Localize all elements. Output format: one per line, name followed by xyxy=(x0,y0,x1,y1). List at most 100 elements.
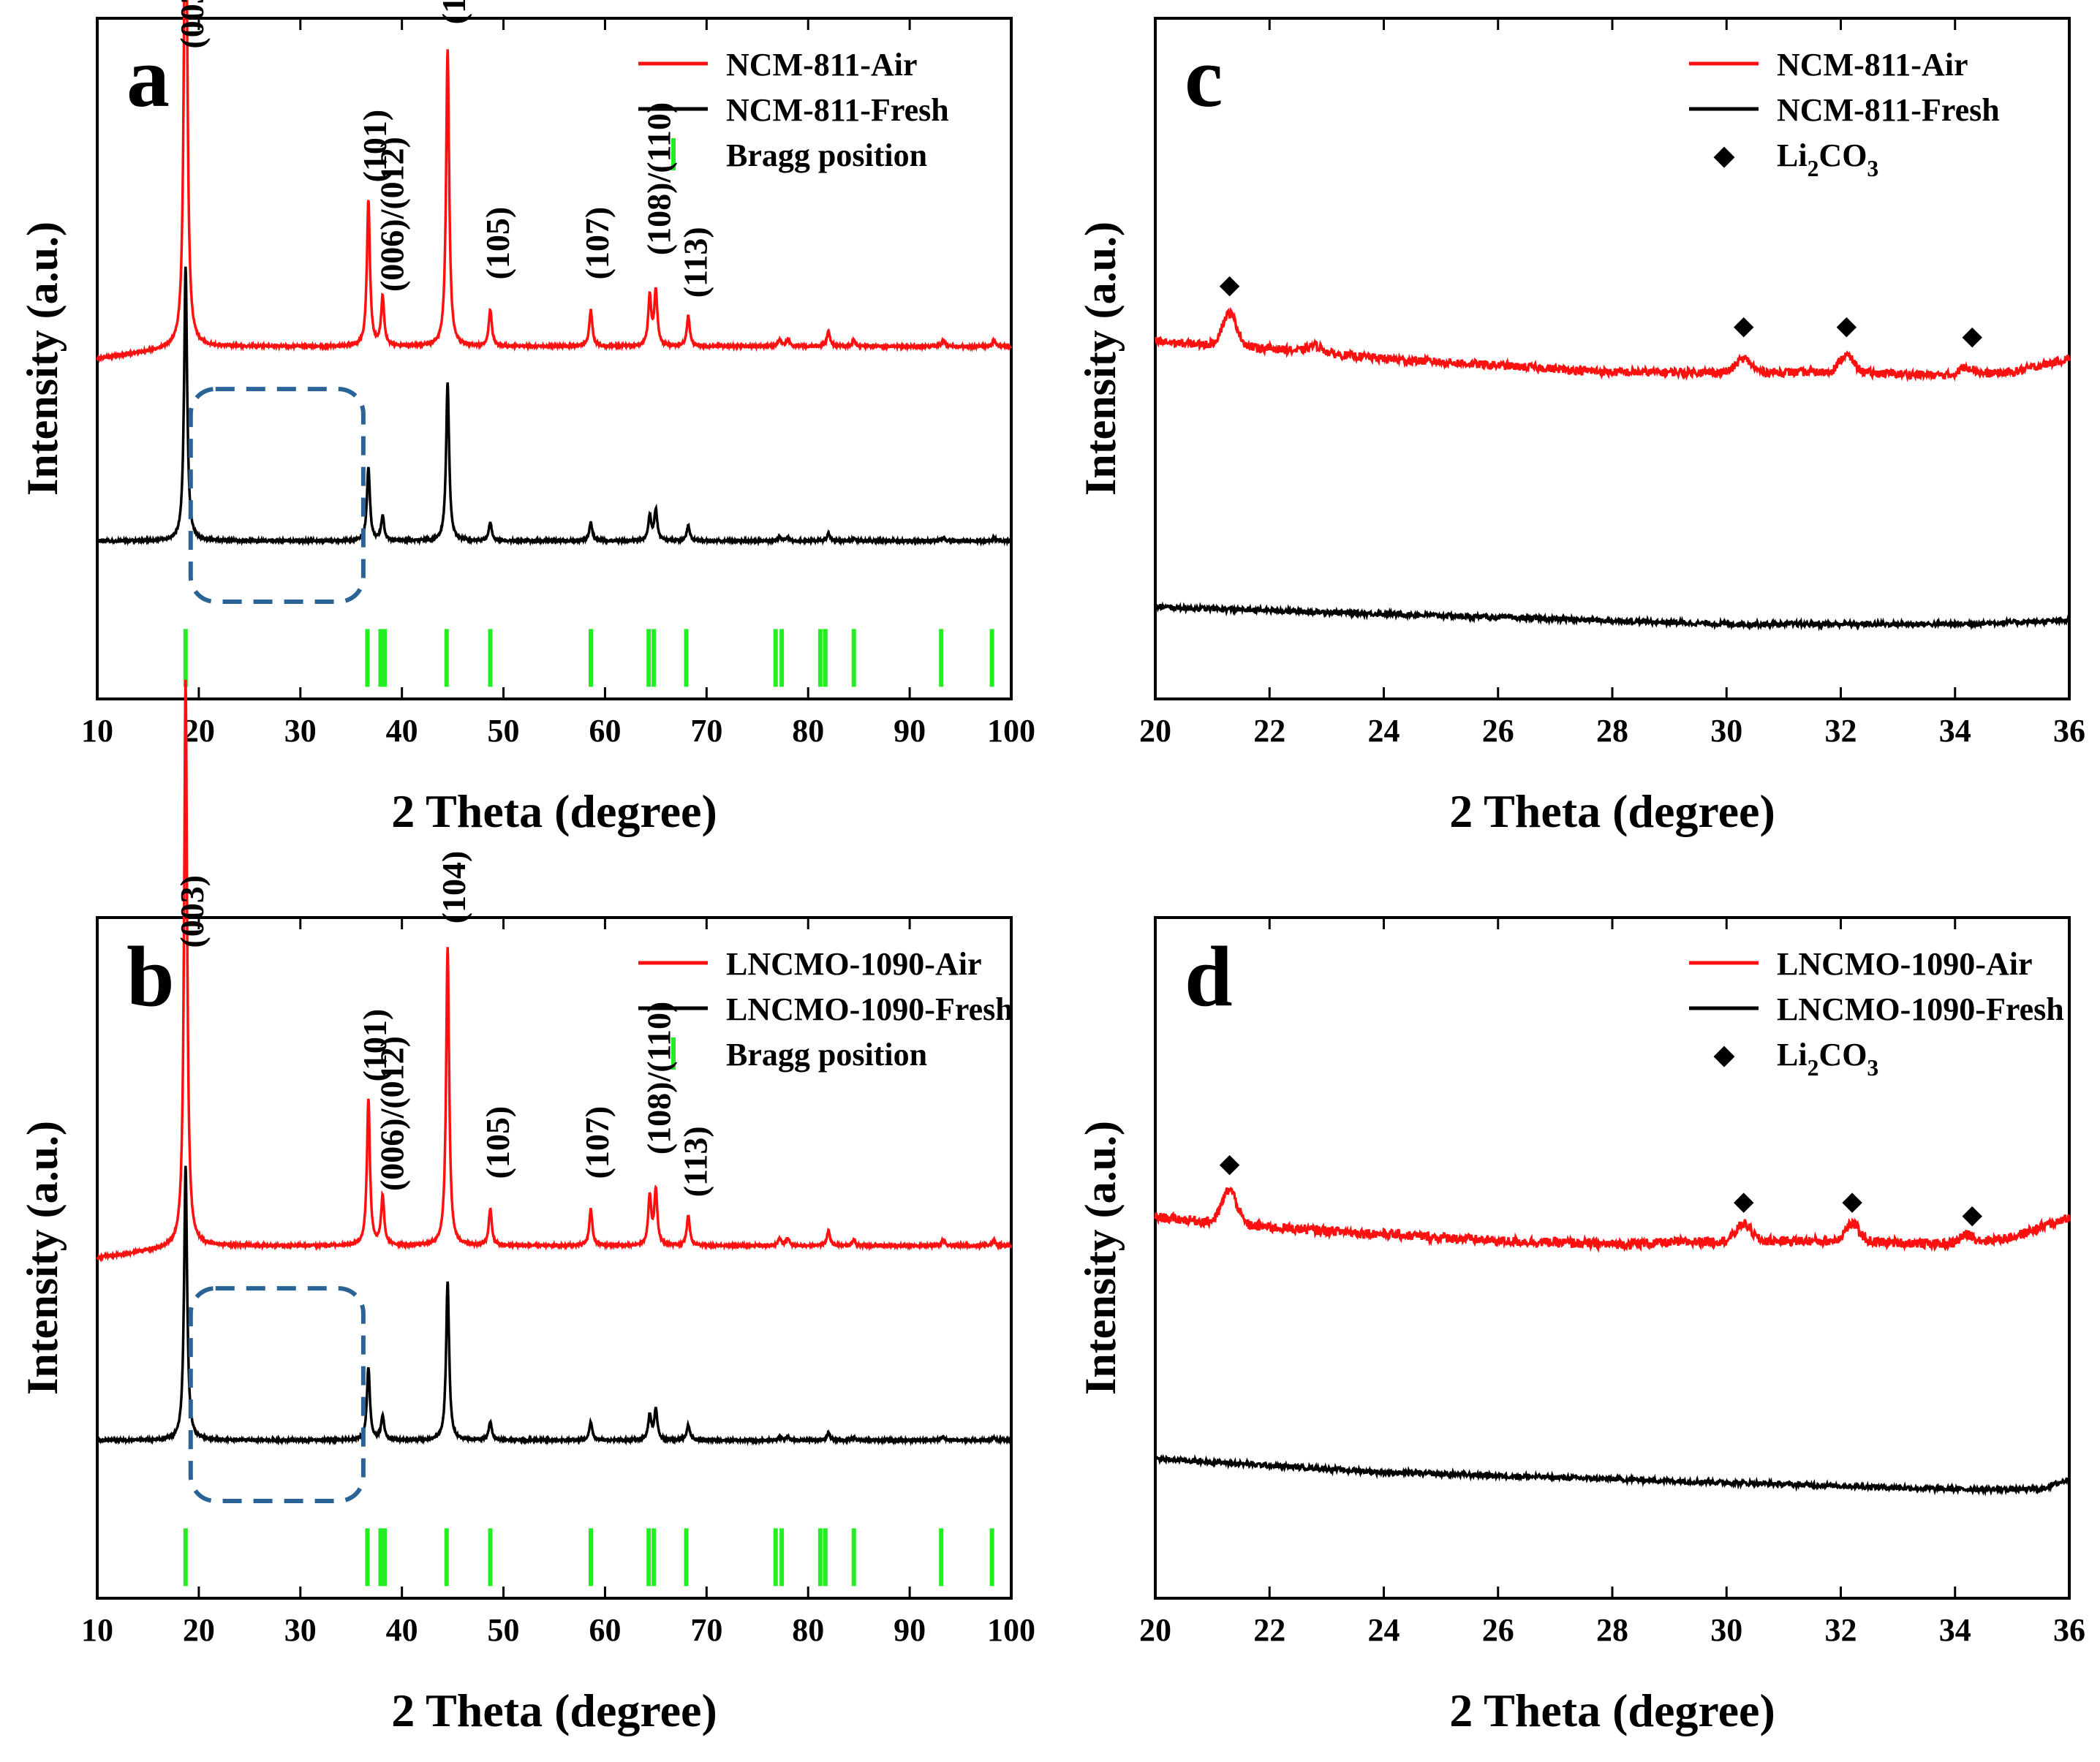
panel-c: 20 22 24 26 28 30 32 34 362 Theta (degree)Intens… xyxy=(1076,17,2085,837)
panel-letter: b xyxy=(126,929,175,1024)
panel-b: 10 20 30 40 50 60 70 80 90 100 2 Theta (degree) Int… xyxy=(18,679,1035,1736)
y-axis-label: Intensity (a.u.) xyxy=(18,222,67,496)
x-tick-label: 30 xyxy=(284,1612,317,1648)
x-tick-label: 100 xyxy=(987,1612,1035,1648)
x-tick-label: 20 xyxy=(183,713,215,749)
x-tick-label: 36 xyxy=(2053,1612,2085,1648)
peak-label: (003) xyxy=(173,875,211,948)
peak-label: (006)/(012) xyxy=(373,137,410,292)
x-tick-label: 36 xyxy=(2053,713,2085,749)
legend-fresh-label: LNCMO-1090-Fresh xyxy=(1777,991,2064,1027)
legend-air-label: NCM-811-Air xyxy=(1777,47,1968,83)
x-tick-label: 40 xyxy=(386,1612,418,1648)
x-tick-label: 60 xyxy=(589,713,621,749)
x-tick-label: 22 xyxy=(1253,1612,1285,1648)
legend-li2co3-label: Li2CO3 xyxy=(1777,1037,1878,1081)
subscript-2: 2 xyxy=(1808,1055,1819,1081)
legend-air-label: LNCMO-1090-Air xyxy=(726,946,982,982)
x-tick-label: 70 xyxy=(690,1612,722,1648)
series-air-line xyxy=(1154,1186,2071,1253)
x-tick-label: 22 xyxy=(1253,713,1285,749)
peak-label: (113) xyxy=(677,227,714,298)
x-tick-label: 26 xyxy=(1482,1612,1514,1648)
x-tick-label: 34 xyxy=(1939,713,1971,749)
legend-bragg-label: Bragg position xyxy=(726,137,927,173)
x-tick-label: 32 xyxy=(1825,1612,1857,1648)
series-air-line xyxy=(96,0,1013,364)
x-tick-label: 26 xyxy=(1482,713,1514,749)
panel-letter: d xyxy=(1185,929,1233,1024)
x-tick-label: 32 xyxy=(1825,713,1857,749)
panel-letter: c xyxy=(1185,29,1223,125)
x-tick-label: 80 xyxy=(792,713,824,749)
x-tick-label: 50 xyxy=(488,1612,520,1648)
series-fresh-line xyxy=(1155,1453,2071,1497)
peak-label: (105) xyxy=(479,207,516,280)
peak-label: (108)/(110) xyxy=(641,102,678,256)
peak-label: (107) xyxy=(578,1106,616,1179)
li2co3-marker: ◆ xyxy=(1962,321,1982,350)
subscript-2: 2 xyxy=(1808,156,1819,181)
co-text: CO xyxy=(1818,1037,1867,1073)
legend-li2co3-label: Li2CO3 xyxy=(1777,137,1878,181)
x-tick-label: 20 xyxy=(1139,1612,1171,1648)
peak-label: (003) xyxy=(173,0,211,49)
peak-label: (006)/(012) xyxy=(373,1036,410,1191)
x-tick-label: 20 xyxy=(1139,713,1171,749)
legend-bragg-label: Bragg position xyxy=(726,1037,927,1073)
x-tick-label: 80 xyxy=(792,1612,824,1648)
x-axis-label: 2 Theta (degree) xyxy=(391,1685,717,1736)
y-axis-label: Intensity (a.u.) xyxy=(1076,1121,1125,1395)
x-axis-label: 2 Theta (degree) xyxy=(1449,1685,1775,1736)
peak-label: (105) xyxy=(479,1106,516,1179)
x-tick-label: 40 xyxy=(386,713,418,749)
x-tick-label: 70 xyxy=(690,713,722,749)
legend-air-label: NCM-811-Air xyxy=(726,47,918,83)
x-axis-label: 2 Theta (degree) xyxy=(1449,785,1775,837)
x-tick-label: 10 xyxy=(81,713,113,749)
legend-air-label: LNCMO-1090-Air xyxy=(1777,946,2033,982)
panel-letter: a xyxy=(126,29,170,125)
peak-label: (104) xyxy=(435,0,472,24)
series-air-line xyxy=(96,679,1013,1263)
li2co3-marker: ◆ xyxy=(1220,270,1240,299)
x-tick-label: 60 xyxy=(589,1612,621,1648)
highlight-box xyxy=(188,1286,366,1503)
peak-label: (101) xyxy=(356,1009,393,1082)
x-tick-label: 30 xyxy=(1710,1612,1742,1648)
peak-label: (108)/(110) xyxy=(641,1002,678,1155)
panel-a: 10 20 30 40 50 60 70 80 90 100 2 Theta (degree) Int… xyxy=(18,0,1035,837)
series-fresh-line xyxy=(96,1165,1013,1446)
li2co3-marker: ◆ xyxy=(1734,311,1754,340)
x-tick-label: 50 xyxy=(488,713,520,749)
x-tick-label: 28 xyxy=(1596,713,1628,749)
x-tick-label: 24 xyxy=(1368,713,1400,749)
series-fresh-line xyxy=(96,266,1013,547)
y-axis-label: Intensity (a.u.) xyxy=(18,1121,67,1395)
series-fresh-line xyxy=(1154,601,2070,632)
legend-li2co3-marker: ◆ xyxy=(1713,140,1735,171)
x-axis-label: 2 Theta (degree) xyxy=(391,785,717,837)
li2co3-marker: ◆ xyxy=(1836,311,1857,340)
x-tick-label: 100 xyxy=(987,713,1035,749)
peak-label: (101) xyxy=(356,110,393,183)
li2co3-marker: ◆ xyxy=(1220,1149,1240,1178)
x-tick-label: 24 xyxy=(1368,1612,1400,1648)
x-tick-label: 34 xyxy=(1939,1612,1971,1648)
series-air-line xyxy=(1155,306,2071,382)
x-tick-label: 10 xyxy=(81,1612,113,1648)
li2co3-marker: ◆ xyxy=(1842,1186,1862,1215)
x-tick-label: 90 xyxy=(894,713,926,749)
legend-fresh-label: LNCMO-1090-Fresh xyxy=(726,991,1013,1027)
co-text: CO xyxy=(1818,137,1867,173)
x-tick-label: 30 xyxy=(1710,713,1742,749)
subscript-3: 3 xyxy=(1867,1055,1878,1081)
x-tick-label: 90 xyxy=(894,1612,926,1648)
peak-label: (104) xyxy=(435,851,472,924)
legend-fresh-label: NCM-811-Fresh xyxy=(726,92,949,128)
legend-li2co3-marker: ◆ xyxy=(1713,1040,1735,1070)
subscript-3: 3 xyxy=(1867,156,1878,181)
li2co3-marker: ◆ xyxy=(1734,1186,1754,1215)
x-tick-label: 30 xyxy=(284,713,317,749)
